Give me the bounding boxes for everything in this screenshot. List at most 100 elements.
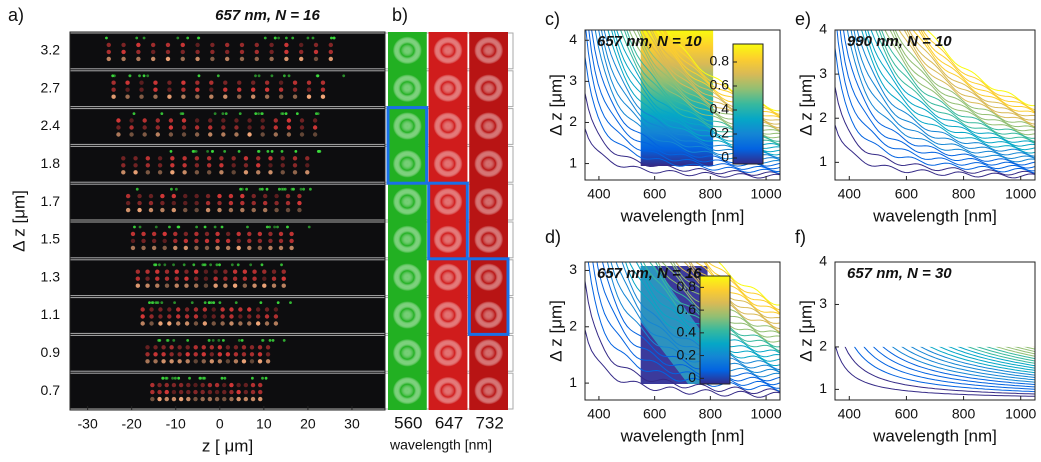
red-spot [183,245,189,251]
red-spot [140,321,145,326]
green-spot [306,36,310,40]
red-spot [194,238,199,244]
red-spot [203,283,209,288]
x-tick-label: -10 [166,416,186,432]
red-spot [280,163,285,168]
contour-line [926,30,1035,107]
red-spot [139,87,144,92]
contour-line [836,30,1035,172]
red-spot [268,156,273,161]
contour-line [884,30,1035,136]
red-spot [233,359,239,364]
colorbar-tick-label: 0.6 [710,77,730,93]
red-spot [312,132,318,137]
contour-line [929,346,1035,374]
highlight-box [467,257,510,336]
x-axis-label: wavelength [nm] [872,206,997,225]
red-spot [220,314,225,319]
green-spot [234,301,238,304]
contour-line [903,30,1035,125]
red-spot [125,80,130,85]
red-spot [139,94,144,99]
red-spot [313,42,319,48]
red-spot [228,193,234,199]
red-spot [284,49,289,55]
red-spot [297,193,302,199]
red-spot [165,56,171,62]
green-spot [270,150,274,153]
red-spot [174,283,179,288]
red-spot [281,283,286,288]
red-spot [148,207,154,213]
red-spot [194,245,199,251]
contour-line [640,262,780,354]
red-spot [145,156,151,161]
red-spot [229,321,234,326]
contour-line [995,346,1035,357]
green-spot [308,187,312,191]
red-spot [250,382,256,388]
red-spot [239,42,245,48]
green-spot [186,36,190,40]
contour-line [846,30,1035,163]
contour-line [688,262,780,324]
red-spot [178,389,184,395]
green-spot [218,301,222,304]
red-spot [130,238,136,244]
red-spot [236,382,241,388]
red-spot [289,245,294,251]
red-spot [164,269,170,274]
red-spot [251,193,256,199]
red-spot [201,352,206,357]
tile [388,69,427,107]
red-spot [249,345,255,350]
red-spot [200,396,205,402]
red-spot [136,56,141,62]
contour-line [906,30,1035,121]
red-spot [106,56,111,62]
y-tick-label: 1.1 [41,306,61,322]
contour-line [861,30,1035,154]
green-spot [257,112,260,115]
tile [428,107,468,145]
red-spot [133,170,138,175]
green-spot [221,112,225,115]
green-spot [289,301,292,304]
green-spot [268,339,272,342]
green-spot [260,263,264,267]
y-axis-label: Δ z [μm] [546,300,565,362]
green-spot [211,150,215,153]
red-spot [164,389,169,395]
red-spot [205,193,211,199]
red-spot [168,125,174,130]
red-spot [158,307,163,312]
image-background [70,32,385,410]
red-spot [194,207,199,213]
contour-line [948,346,1035,369]
contour-line [854,346,1035,393]
x-axis-label: z [ μm] [202,436,253,455]
y-tick-label: 1.8 [41,155,61,171]
red-spot [164,396,169,402]
red-spot [262,193,268,199]
green-spot [172,263,175,267]
red-spot [180,49,185,55]
red-spot [278,245,284,251]
y-tick-label: 2 [569,317,577,333]
red-spot [328,42,334,48]
red-spot [111,87,116,92]
red-spot [247,245,252,251]
contour-line [853,30,1035,159]
red-spot [193,321,199,326]
tile [469,296,508,334]
tile [388,296,427,334]
red-spot [209,80,214,85]
red-spot [181,87,186,92]
green-spot [280,187,284,191]
red-spot [206,156,212,161]
red-spot [238,314,243,319]
red-spot [193,283,199,288]
red-spot [264,87,270,92]
colorbar-tick-label: 0.2 [677,346,697,362]
tile [428,258,468,296]
